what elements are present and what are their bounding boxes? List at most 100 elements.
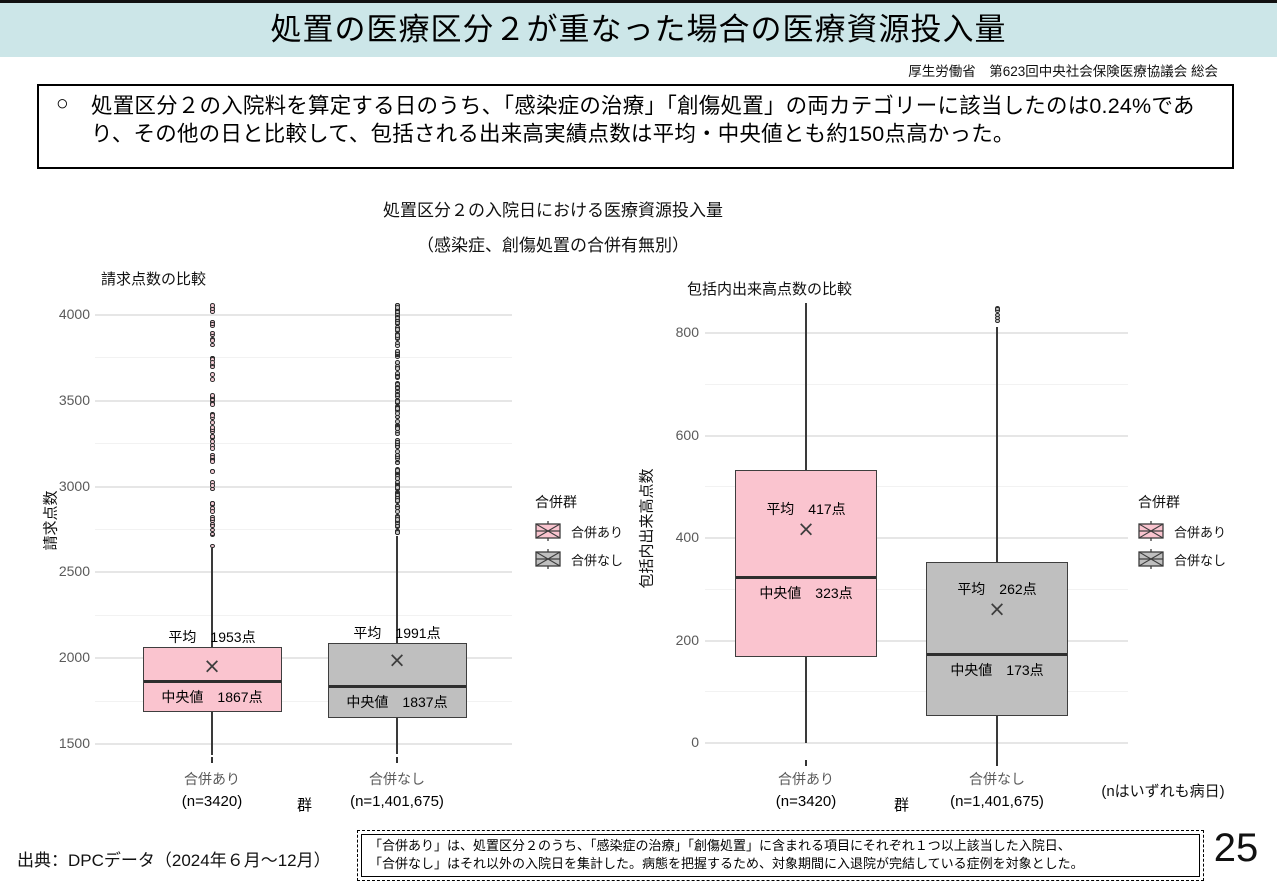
outlier-dot <box>394 385 400 391</box>
outlier-dot <box>394 327 400 332</box>
median-line <box>736 575 876 579</box>
gridline-minor <box>705 383 1128 385</box>
gridline <box>705 434 1128 437</box>
y-axis-tick-label: 200 <box>675 631 699 648</box>
mean-label: 平均 1953点 <box>168 629 256 646</box>
footnote-line-2: 「合併なし」はそれ以外の入院日を集計した。病態を把握するため、対象期間に入退院が… <box>369 856 1084 871</box>
median-line <box>143 679 281 683</box>
lead-summary-box: ○ 処置区分２の入院料を算定する日のうち、「感染症の治療」「創傷処置」の両カテゴ… <box>37 84 1234 169</box>
y-axis-tick-label: 2000 <box>58 649 90 666</box>
median-label: 中央値 1867点 <box>161 689 263 706</box>
outlier-dot <box>394 399 400 404</box>
outlier-dot <box>209 372 215 377</box>
outlier-dot <box>209 402 215 407</box>
gridline-minor <box>95 529 512 530</box>
upper-whisker <box>396 535 398 643</box>
outlier-dot <box>209 392 215 398</box>
x-axis-title: 群 <box>296 797 312 814</box>
outlier-dot <box>994 315 1000 321</box>
figure-title: 処置区分２の入院日における医療資源投入量 <box>383 201 723 220</box>
mean-marker: × <box>797 517 815 542</box>
boxplot-key-icon <box>535 521 561 541</box>
mean-marker: × <box>388 647 406 672</box>
outlier-dot <box>394 419 400 424</box>
median-label: 中央値 1837点 <box>346 694 448 711</box>
outlier-dot <box>209 342 215 348</box>
outlier-dot <box>394 374 400 380</box>
gridline-minor <box>95 357 512 359</box>
gridline <box>705 332 1128 334</box>
gridline <box>705 742 1128 744</box>
mean-marker: × <box>988 596 1006 621</box>
category-label: 合併あり <box>184 771 240 787</box>
title-band: 処置の医療区分２が重なった場合の医療資源投入量 <box>0 3 1277 57</box>
box-without <box>926 562 1068 717</box>
footnote-box: 「合併あり」は、処置区分２のうち、「感染症の治療」「創傷処置」に含まれる項目にそ… <box>357 830 1204 881</box>
n-count-label: (n=1,401,675) <box>350 793 444 810</box>
page-number: 25 <box>1213 826 1259 870</box>
outlier-dot <box>209 482 215 488</box>
legend-item-with: 合併あり <box>1136 521 1226 541</box>
outlier-dot <box>394 366 400 371</box>
box-with <box>735 470 877 657</box>
outlier-dot <box>394 468 400 473</box>
lower-whisker <box>211 712 213 756</box>
outlier-dot <box>394 508 400 514</box>
outlier-dot <box>209 527 215 533</box>
gridline <box>705 639 1128 642</box>
outlier-dot <box>394 348 400 354</box>
x-axis-tick <box>211 757 213 763</box>
source-line: 出典：DPCデータ（2024年６月～12月） <box>17 851 331 870</box>
outlier-dot <box>209 330 215 336</box>
outlier-dot <box>209 321 215 327</box>
y-axis-tick-label: 3000 <box>58 477 90 494</box>
category-label: 合併あり <box>778 771 834 787</box>
median-line <box>927 652 1067 656</box>
y-axis-tick-label: 800 <box>675 324 699 340</box>
outlier-dot <box>394 529 400 535</box>
outlier-dot <box>209 543 215 549</box>
legend-label: 合併なし <box>1174 552 1227 568</box>
outlier-dot <box>394 460 400 466</box>
outlier-dot <box>209 469 215 474</box>
gridline <box>95 743 512 745</box>
legend-left: 合併群 合併あり 合併なし <box>533 492 623 577</box>
outlier-dot <box>209 445 215 451</box>
outlier-dot <box>394 406 400 411</box>
legend-label: 合併あり <box>1174 524 1227 540</box>
category-label: 合併なし <box>369 771 425 787</box>
median-label: 中央値 173点 <box>950 662 1044 679</box>
right-chart-title: 包括内出来高点数の比較 <box>687 281 853 298</box>
gridline-minor <box>705 486 1128 488</box>
upper-whisker <box>211 548 213 648</box>
outlier-dot <box>209 454 215 460</box>
mean-marker: × <box>203 654 221 679</box>
upper-whisker <box>805 303 807 471</box>
top-border-rule <box>0 0 1277 3</box>
x-axis-tick <box>996 760 998 766</box>
legend-right: 合併群 合併あり 合併なし <box>1136 492 1226 577</box>
outlier-dot <box>394 305 400 310</box>
footnote-box-inner: 「合併あり」は、処置区分２のうち、「感染症の治療」「創傷処置」に含まれる項目にそ… <box>361 834 1200 877</box>
outlier-dot <box>394 498 400 503</box>
legend-title: 合併群 <box>1138 494 1180 510</box>
gridline-minor <box>95 700 512 702</box>
gridline <box>95 399 512 402</box>
boxplot-key-icon <box>1138 549 1164 569</box>
outlier-dot <box>394 485 400 490</box>
outlier-dot <box>394 340 400 346</box>
legend-label: 合併あり <box>571 524 624 540</box>
left-chart-title: 請求点数の比較 <box>101 271 207 288</box>
n-count-label: (n=1,401,675) <box>950 793 1044 810</box>
x-axis-tick <box>396 757 398 763</box>
y-axis-tick-label: 4000 <box>58 306 90 322</box>
outlier-dot <box>394 517 400 522</box>
gridline-minor <box>705 691 1128 693</box>
outlier-dot <box>209 459 215 464</box>
outlier-dot <box>394 523 400 529</box>
outlier-dot <box>394 439 400 445</box>
gridline-minor <box>705 588 1128 590</box>
gridline <box>95 571 512 574</box>
lower-whisker <box>805 656 807 743</box>
